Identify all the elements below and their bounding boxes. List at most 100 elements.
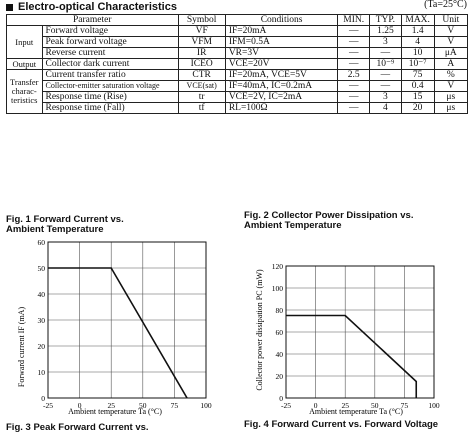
chart2-y-tick-label: 60 (276, 328, 284, 337)
chart2-y-tick-label: 120 (272, 262, 284, 271)
chart2-y-tick-label: 100 (272, 284, 284, 293)
row-min: — (337, 80, 371, 92)
electro-optical-table: Parameter Symbol Conditions MIN. TYP. MA… (6, 14, 469, 114)
row-unit: A (433, 58, 469, 70)
row-max: 15 (400, 91, 435, 103)
chart2-x-tick-label: 50 (371, 401, 379, 410)
group-output: Output (6, 58, 43, 70)
header-parameter: Parameter (6, 14, 179, 26)
chart2-y-tick-label: 40 (276, 350, 284, 359)
row-max: 1.4 (400, 25, 435, 37)
fig2-power-dissipation-chart: Collector power dissipation PC (mW) Ambi… (255, 262, 440, 416)
row-max: 75 (400, 69, 435, 81)
table-header-row: Parameter Symbol Conditions MIN. TYP. MA… (6, 14, 469, 26)
chart1-y-tick-label: 0 (41, 394, 45, 403)
row-typ: 3 (369, 36, 402, 48)
table-row: Response time (Fall) tf RL=100Ω — 4 20 μ… (7, 102, 469, 114)
row-max: 20 (400, 102, 435, 114)
row-min: 2.5 (337, 69, 371, 81)
section-title: Electro-optical Characteristics (6, 1, 177, 13)
chart1-y-tick-label: 30 (38, 316, 46, 325)
table-row: Reverse current IR VR=3V — — 10 μA (7, 47, 469, 59)
row-symbol: VFM (177, 36, 226, 48)
group-transfer-line3: teristics (11, 95, 38, 105)
chart1-ylabel: Forward current IF (mA) (17, 307, 26, 388)
row-symbol: IR (177, 47, 226, 59)
group-transfer: Transfer charac- teristics (6, 69, 43, 114)
ambient-condition-note: (Ta=25°C) (424, 0, 467, 10)
chart2-y-tick-label: 20 (276, 372, 284, 381)
row-min: — (337, 91, 371, 103)
chart1-y-tick-label: 50 (38, 264, 46, 273)
row-param: Current transfer ratio (41, 69, 179, 81)
chart1-y-tick-label: 20 (38, 342, 46, 351)
chart2-x-tick-label: -25 (281, 401, 291, 410)
fig1-title-line2: Ambient Temperature (6, 224, 104, 235)
row-cond: IFM=0.5A (224, 36, 339, 48)
chart1-x-tick-label: 0 (78, 401, 82, 410)
row-symbol: CTR (177, 69, 226, 81)
table-row: Transfer charac- teristics Current trans… (6, 69, 469, 114)
row-symbol: tr (177, 91, 226, 103)
row-param: Response time (Fall) (41, 102, 179, 114)
header-symbol: Symbol (177, 14, 226, 26)
table-row: Response time (Rise) tr VCE=2V, IC=2mA —… (7, 91, 469, 103)
row-cond: IF=20mA, VCE=5V (224, 69, 339, 81)
table-row: Collector-emitter saturation voltage VCE… (7, 80, 469, 92)
row-min: — (337, 25, 371, 37)
chart1-x-tick-label: 100 (200, 401, 212, 410)
row-cond: IF=20mA (224, 25, 339, 37)
chart1-x-tick-label: 75 (171, 401, 179, 410)
row-unit: % (433, 69, 469, 81)
row-param: Reverse current (41, 47, 179, 59)
group-input: Input (6, 25, 43, 59)
row-typ: 4 (369, 102, 402, 114)
header-conditions: Conditions (224, 14, 339, 26)
chart1-x-tick-label: 25 (107, 401, 115, 410)
chart2-plot-frame (285, 265, 435, 399)
row-unit: μs (433, 102, 469, 114)
row-symbol: tf (177, 102, 226, 114)
chart1-y-tick-label: 10 (38, 368, 46, 377)
bullet-square-icon (6, 3, 13, 11)
fig3-title-line1: Fig. 3 Peak Forward Current vs. (6, 422, 149, 433)
chart2-x-tick-label: 25 (341, 401, 349, 410)
fig2-title-line1: Fig. 2 Collector Power Dissipation vs. (244, 210, 414, 221)
chart2-x-tick-label: 100 (428, 401, 440, 410)
row-cond: VCE=20V (224, 58, 339, 70)
row-param: Collector-emitter saturation voltage (41, 80, 179, 92)
row-cond: IF=40mA, IC=0.2mA (224, 80, 339, 92)
group-transfer-line2: charac- (11, 86, 37, 96)
row-typ: 3 (369, 91, 402, 103)
section-title-text: Electro-optical Characteristics (18, 1, 177, 13)
row-typ: 10⁻⁹ (369, 58, 402, 70)
chart1-y-tick-label: 40 (38, 290, 46, 299)
table-row: Input Forward voltage VF IF=20mA — 1.25 … (6, 25, 469, 59)
chart2-x-tick-label: 0 (314, 401, 318, 410)
row-param: Forward voltage (41, 25, 179, 37)
header-max: MAX. (400, 14, 435, 26)
fig3-title: Fig. 3 Peak Forward Current vs. (6, 423, 149, 433)
row-cond: VR=3V (224, 47, 339, 59)
chart2-y-tick-label: 80 (276, 306, 284, 315)
chart1-series-line (48, 267, 188, 399)
chart2-xlabel: Ambient temperature Ta (°C) (309, 407, 403, 416)
chart1-plot-frame (47, 241, 207, 399)
row-unit: μA (433, 47, 469, 59)
fig4-title-line1: Fig. 4 Forward Current vs. Forward Volta… (244, 419, 439, 430)
row-symbol: VCE(sat) (177, 80, 226, 92)
row-typ: — (369, 47, 402, 59)
fig1-title-line1: Fig. 1 Forward Current vs. (6, 214, 124, 225)
row-min: — (337, 36, 371, 48)
chart2-ylabel: Collector power dissipation PC (mW) (255, 269, 264, 391)
row-typ: — (369, 80, 402, 92)
fig4-title: Fig. 4 Forward Current vs. Forward Volta… (244, 420, 438, 430)
row-typ: — (369, 69, 402, 81)
row-unit: V (433, 80, 469, 92)
header-min: MIN. (337, 14, 371, 26)
table-row: Peak forward voltage VFM IFM=0.5A — 3 4 … (7, 36, 469, 48)
header-unit: Unit (433, 14, 469, 26)
fig2-title: Fig. 2 Collector Power Dissipation vs. A… (244, 211, 413, 231)
row-typ: 1.25 (369, 25, 402, 37)
row-cond: RL=100Ω (224, 102, 339, 114)
